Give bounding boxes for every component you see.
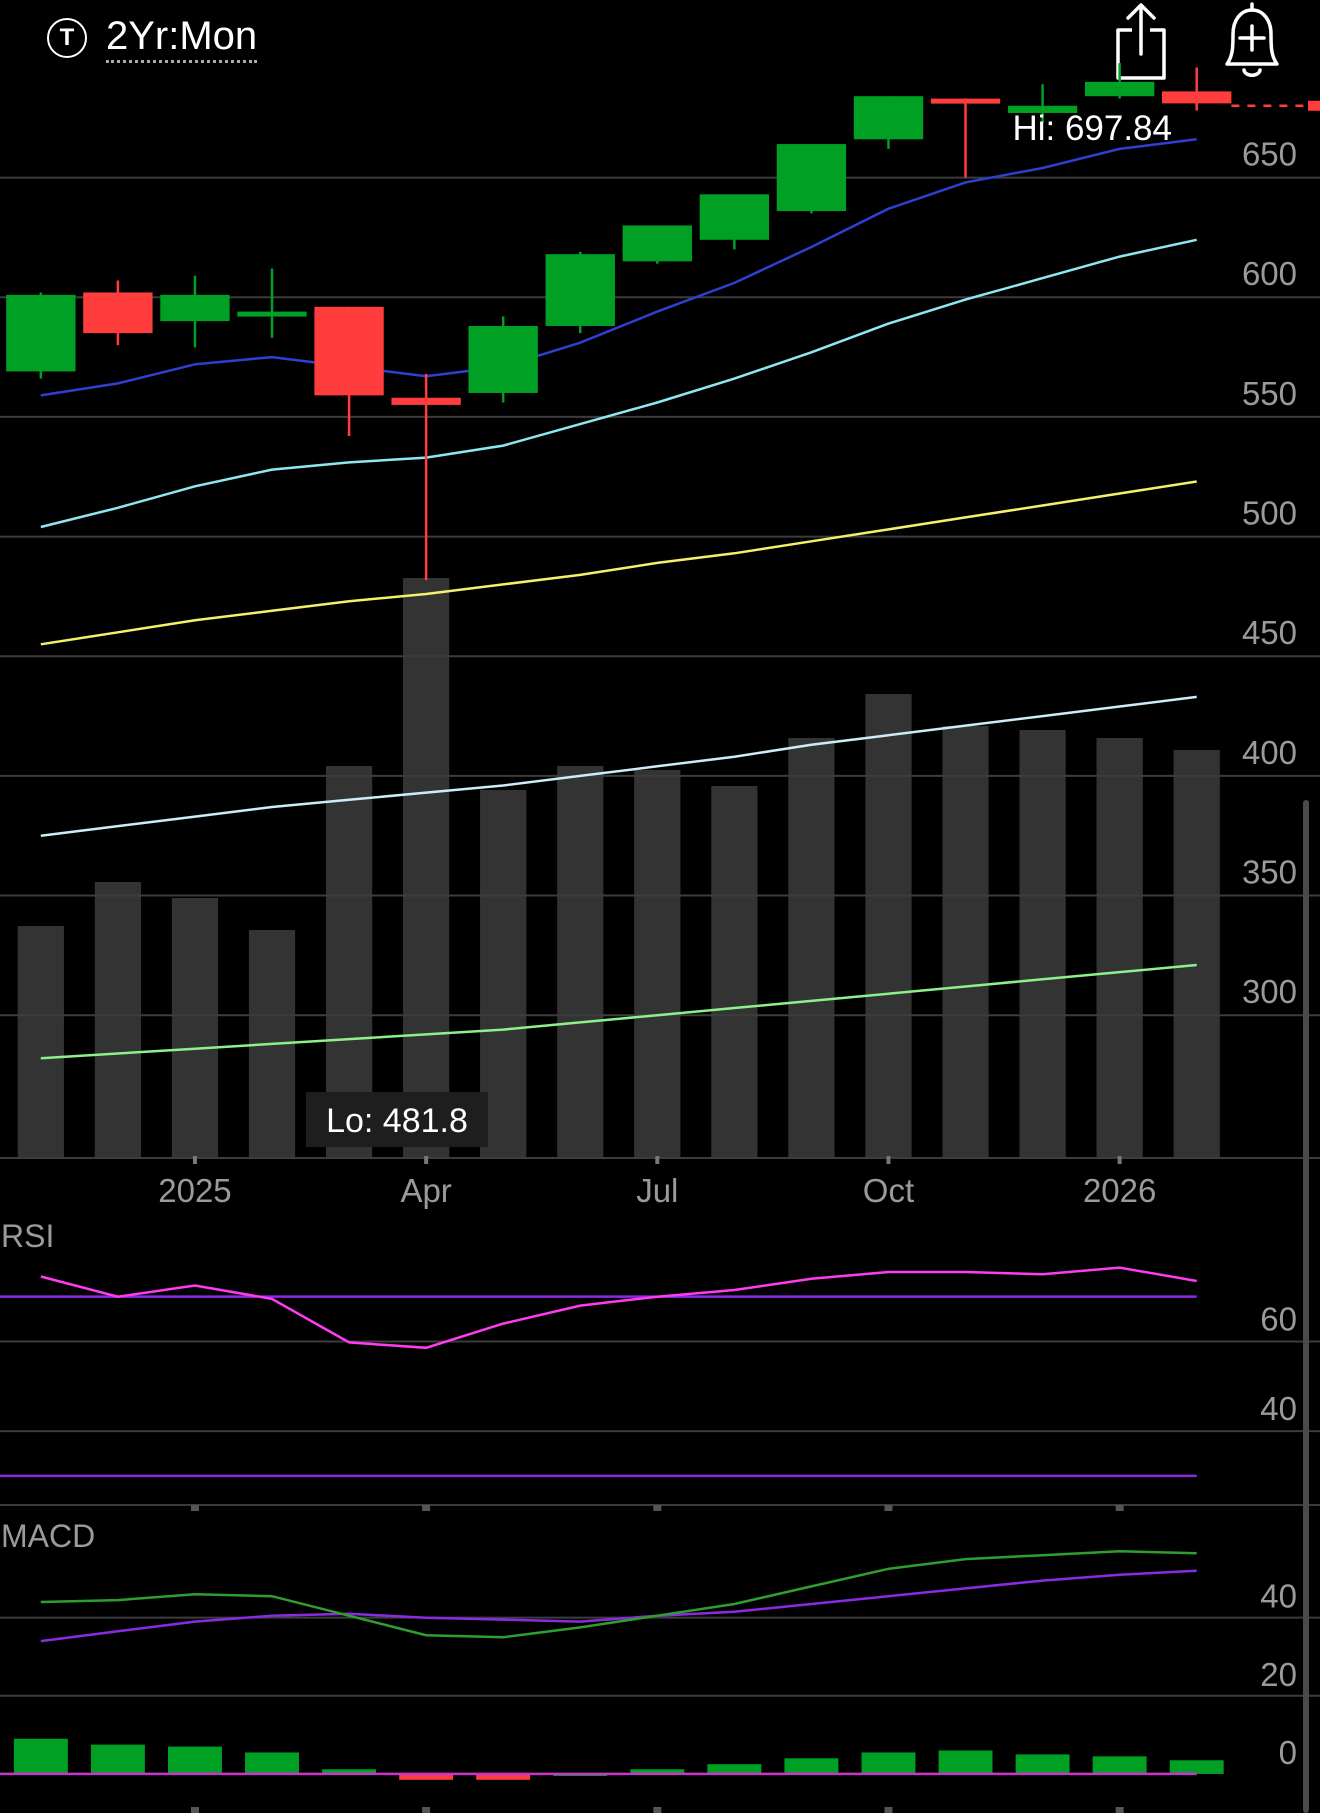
macd-histogram-bar (1092, 1756, 1147, 1774)
macd-panel-label: MACD (1, 1518, 95, 1554)
candle-body[interactable] (853, 96, 924, 140)
time-axis-tick-label: Apr (400, 1172, 451, 1209)
macd-histogram-bar (784, 1758, 839, 1774)
macd-time-tick (884, 1807, 893, 1813)
volume-bar (171, 898, 219, 1158)
price-axis-tick-label: 350 (1242, 854, 1297, 891)
candle-body[interactable] (930, 98, 1001, 104)
volume-bar (865, 694, 912, 1158)
macd-time-tick (190, 1807, 199, 1813)
macd-time-tick (422, 1807, 431, 1813)
volume-bar (711, 786, 758, 1158)
moving-average-line (40, 238, 1197, 529)
time-axis-tick-label: Jul (636, 1172, 678, 1209)
volume-bar (942, 726, 989, 1158)
macd-line (40, 1550, 1197, 1639)
low-price-label: Lo: 481.8 (326, 1102, 468, 1140)
high-price-label: Hi: 697.84 (1012, 109, 1172, 148)
price-axis-tick-label: 300 (1242, 973, 1297, 1010)
ticker-type-icon: T (47, 18, 87, 58)
time-axis-tick-label: Oct (863, 1172, 914, 1209)
volume-bar (94, 882, 142, 1158)
rsi-panel-label: RSI (1, 1218, 54, 1254)
macd-histogram-bar (399, 1773, 454, 1780)
candle-body[interactable] (1162, 91, 1232, 104)
macd-histogram-bar (245, 1752, 299, 1774)
candle-body[interactable] (160, 294, 230, 322)
price-axis-tick-label: 500 (1242, 495, 1297, 532)
last-price-marker (1308, 100, 1320, 111)
macd-signal-line (40, 1569, 1197, 1643)
add-alert-bell-icon[interactable] (1215, 0, 1289, 82)
price-axis-tick-label: 650 (1242, 136, 1297, 173)
rsi-time-tick (422, 1505, 431, 1511)
candle-body[interactable] (776, 144, 847, 212)
chart-scrollbar[interactable] (1303, 800, 1309, 1813)
rsi-axis-tick-label: 40 (1260, 1390, 1297, 1427)
volume-bar (403, 578, 450, 1158)
macd-time-tick (1115, 1807, 1124, 1813)
price-axis-tick-label: 550 (1242, 375, 1297, 412)
macd-histogram-bar (90, 1744, 145, 1774)
rsi-line (40, 1266, 1197, 1350)
volume-bar (1173, 750, 1220, 1158)
macd-histogram-bar (1015, 1754, 1070, 1774)
macd-axis-tick-label: 40 (1260, 1578, 1297, 1615)
candle-body[interactable] (545, 254, 615, 326)
time-axis-tick-label: 2025 (158, 1172, 231, 1209)
rsi-time-tick (653, 1505, 662, 1511)
macd-histogram-bar (476, 1773, 531, 1780)
macd-axis-tick-label: 20 (1260, 1656, 1297, 1693)
candle-body[interactable] (83, 292, 153, 334)
low-price-label-background (306, 1092, 488, 1147)
macd-histogram-bar (322, 1769, 377, 1774)
candle-body[interactable] (237, 311, 307, 317)
macd-histogram-bar (938, 1750, 993, 1774)
price-axis-tick-label: 450 (1242, 614, 1297, 651)
macd-histogram-bar (861, 1752, 916, 1774)
candle-body[interactable] (1007, 105, 1078, 113)
price-axis-tick-label: 600 (1242, 255, 1297, 292)
macd-histogram-bar (13, 1738, 68, 1774)
price-axis-tick-label: 400 (1242, 734, 1297, 771)
moving-average-line (40, 695, 1197, 837)
moving-average-line (40, 963, 1197, 1060)
volume-bar (1096, 738, 1143, 1158)
macd-histogram-bar (630, 1769, 685, 1774)
volume-bar (17, 926, 64, 1158)
macd-histogram-bar (1169, 1760, 1224, 1774)
period-selector[interactable]: 2Yr:Mon (106, 14, 258, 63)
moving-average-line (40, 138, 1197, 397)
candle-body[interactable] (314, 306, 384, 396)
candle-body[interactable] (391, 397, 461, 405)
volume-bar (634, 770, 681, 1158)
candle-body[interactable] (699, 194, 770, 240)
rsi-axis-tick-label: 60 (1260, 1300, 1297, 1337)
share-icon[interactable] (1110, 2, 1172, 82)
moving-average-line (40, 480, 1197, 646)
macd-axis-tick-label: 0 (1279, 1734, 1297, 1771)
volume-bar (1019, 730, 1066, 1158)
candle-body[interactable] (468, 325, 538, 393)
macd-histogram-bar (707, 1764, 762, 1774)
rsi-time-tick (1115, 1505, 1124, 1511)
macd-time-tick (653, 1807, 662, 1813)
rsi-time-tick (884, 1505, 893, 1511)
rsi-time-tick (190, 1505, 199, 1511)
candle-body[interactable] (622, 225, 692, 262)
chart-header: T 2Yr:Mon (0, 0, 1320, 90)
candle-body[interactable] (6, 294, 76, 372)
time-axis-tick-label: 2026 (1083, 1172, 1156, 1209)
volume-bar (557, 766, 604, 1158)
volume-bar (788, 738, 835, 1158)
candle-body[interactable] (1084, 81, 1155, 97)
macd-histogram-bar (167, 1746, 222, 1774)
